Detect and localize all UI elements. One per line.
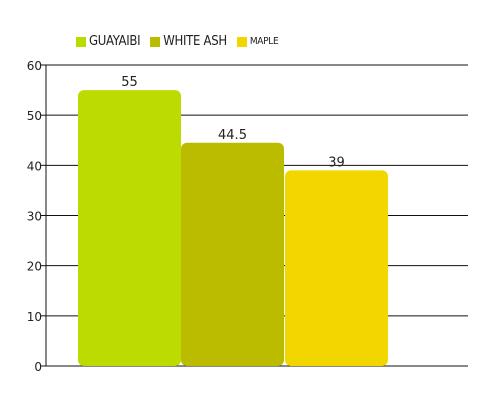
y-tick-label-10: 10 [27,310,42,324]
legend-swatch-guayaibi [76,36,86,47]
legend-item-white-ash: WHITE ASH [150,34,227,49]
legend-swatch-white-ash [150,36,161,47]
bar-guayaibi [78,90,181,366]
data-label-guayaibi: 55 [121,75,138,90]
data-label-maple: 39 [328,155,345,170]
legend-item-maple: MAPLE [236,36,279,47]
y-tick-label-50: 50 [27,109,42,123]
legend-item-guayaibi: GUAYAIBI [76,34,141,49]
legend-swatch-maple [236,36,247,47]
bar-maple [285,170,388,366]
y-tick-label-30: 30 [27,210,42,224]
bar-white-ash [181,142,284,366]
data-label-white-ash: 44.5 [218,128,247,143]
legend-label-guayaibi: GUAYAIBI [89,34,141,49]
y-tick-label-20: 20 [27,260,42,274]
legend-label-maple: MAPLE [249,36,279,47]
legend-label-white-ash: WHITE ASH [163,34,227,49]
y-tick-label-60: 60 [27,59,42,73]
y-tick-label-40: 40 [27,159,42,173]
y-tick-label-0: 0 [34,360,42,374]
chart-legend: GUAYAIBI WHITE ASH MAPLE [76,34,284,49]
